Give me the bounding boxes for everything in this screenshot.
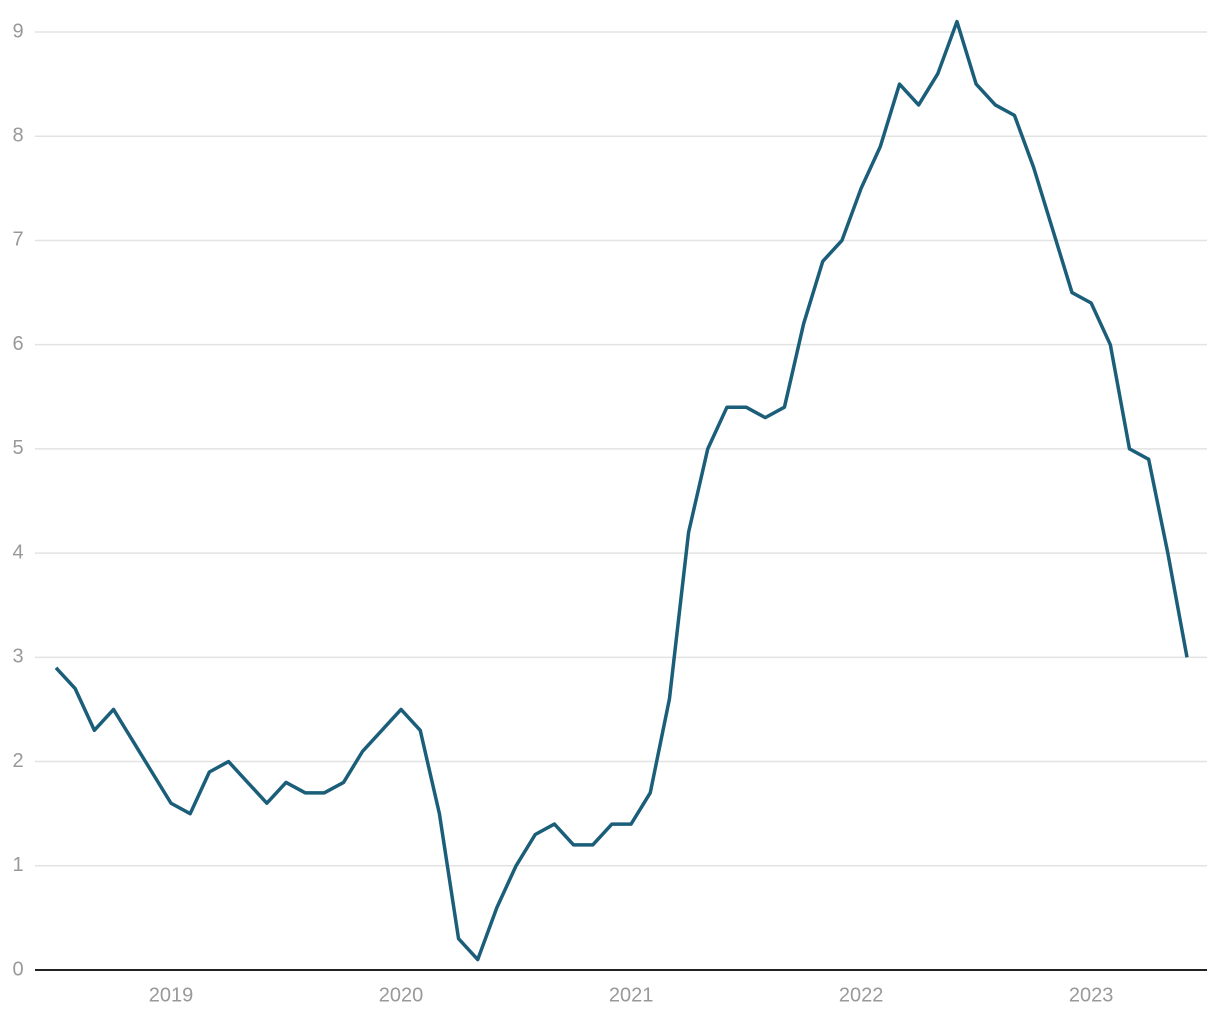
x-tick-label: 2020 (379, 984, 424, 1006)
y-tick-label: 1 (12, 854, 23, 876)
x-tick-label: 2022 (839, 984, 884, 1006)
y-tick-label: 2 (12, 750, 23, 772)
y-tick-label: 7 (12, 229, 23, 251)
y-tick-label: 9 (12, 20, 23, 42)
x-tick-label: 2023 (1069, 984, 1114, 1006)
data-line (54, 19, 1189, 962)
y-tick-label: 6 (12, 333, 23, 355)
y-tick-label: 8 (12, 125, 23, 147)
y-tick-label: 0 (12, 958, 23, 980)
x-tick-label: 2019 (149, 984, 194, 1006)
y-tick-label: 3 (12, 646, 23, 668)
y-tick-label: 4 (12, 541, 23, 563)
y-tick-label: 5 (12, 437, 23, 459)
x-tick-label: 2021 (609, 984, 654, 1006)
